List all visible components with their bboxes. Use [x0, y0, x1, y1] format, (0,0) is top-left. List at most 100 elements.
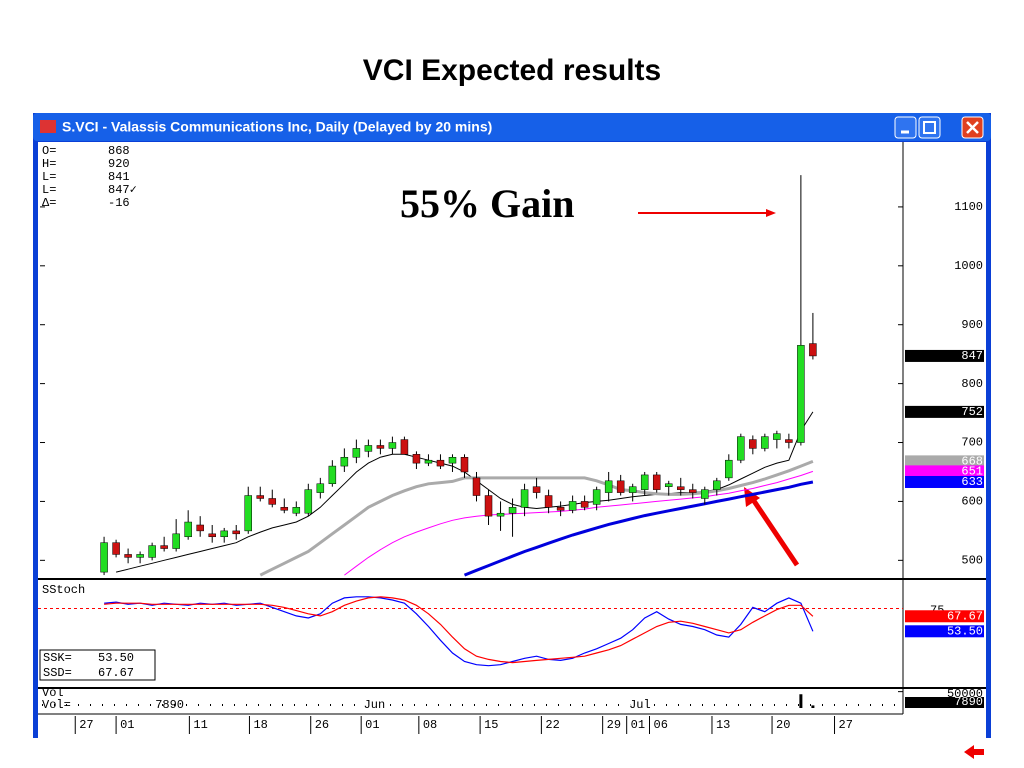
candle-body [424, 459, 433, 464]
candle-body [568, 501, 577, 511]
maximize-button[interactable] [918, 116, 941, 139]
candle-body [532, 486, 541, 493]
y-tick-label: 1100 [954, 200, 983, 214]
candle-body [124, 554, 132, 558]
x-tick-label: 01 [631, 718, 645, 732]
candle-body [160, 545, 168, 549]
candle-body [412, 454, 421, 464]
candle-body [448, 456, 457, 464]
annotation-arrowhead [766, 209, 776, 217]
x-tick-label: 22 [545, 718, 559, 732]
x-tick-label: 26 [315, 718, 329, 732]
window-title: S.VCI - Valassis Communications Inc, Dai… [62, 119, 492, 135]
value-tag-label: 67.67 [947, 609, 983, 623]
month-label: Jul [629, 698, 651, 712]
candle-body [544, 495, 553, 508]
value-tag [905, 625, 984, 638]
readout-value: 67.67 [98, 666, 134, 680]
y-tick-label: 1000 [954, 259, 983, 273]
y-tick-label: 500 [961, 554, 983, 568]
readout-value: 7890 [155, 698, 184, 712]
candle-body [773, 433, 781, 440]
x-tick-label: 01 [120, 718, 134, 732]
candle-body [136, 554, 144, 558]
stoch-readout-box [39, 649, 156, 681]
price-tag [905, 349, 984, 362]
x-tick-label: 13 [716, 718, 730, 732]
candle-body [388, 442, 397, 449]
x-tick-label: 27 [79, 718, 93, 732]
info-label: H= [42, 157, 56, 171]
annotation: 55% Gain [400, 181, 574, 226]
moving-average [463, 480, 814, 577]
candle-body [244, 495, 252, 532]
price-tag-label: 752 [961, 405, 983, 419]
app-icon [40, 120, 56, 133]
candle-body [484, 495, 493, 517]
candle-body [172, 533, 180, 549]
candle-body [340, 456, 349, 467]
candle-body [604, 480, 613, 493]
readout-name: SSK= [43, 651, 72, 665]
moving-average [344, 470, 814, 576]
candle-body [304, 489, 313, 514]
candle-body [232, 530, 240, 535]
price-tag-label: 668 [961, 455, 983, 469]
x-tick-label: 20 [776, 718, 790, 732]
x-tick-label: 01 [365, 718, 379, 732]
volume-bar [799, 694, 803, 708]
maximize-glyph [923, 121, 936, 134]
candle-body [580, 501, 589, 508]
candle-body [196, 524, 204, 532]
candle-body [616, 480, 625, 493]
candle-body [292, 507, 301, 514]
x-tick-label: 27 [839, 718, 853, 732]
minimize-button[interactable] [894, 116, 917, 139]
candle-body [556, 507, 565, 511]
candle-body [100, 542, 108, 573]
crossover-arrowhead [744, 487, 760, 507]
price-tag [905, 475, 984, 488]
back-arrow-icon[interactable] [964, 745, 984, 759]
candle-body [520, 489, 529, 508]
panel-title: SStoch [42, 583, 85, 597]
x-tick-label: 11 [193, 718, 207, 732]
candle-body [785, 439, 793, 443]
info-label: Δ= [42, 196, 56, 210]
value-tag-label: 53.50 [947, 624, 983, 638]
candle-body [640, 474, 649, 490]
candle-body [364, 445, 373, 452]
readout-value: 53.50 [98, 651, 134, 665]
candle-body [592, 489, 601, 505]
x-tick-label: 08 [423, 718, 437, 732]
candle-body [256, 495, 265, 499]
readout-name: Vol= [42, 698, 71, 712]
value-tag-label: 7890 [954, 695, 983, 709]
price-tag-label: 633 [961, 475, 983, 489]
candle-body [328, 465, 337, 485]
info-label: L= [42, 183, 56, 197]
price-tag [905, 455, 984, 468]
candle-body [713, 480, 721, 490]
candle-body [496, 512, 505, 517]
candle-body [652, 474, 661, 490]
stoch-line [104, 596, 814, 664]
candle-body [280, 507, 289, 511]
candle-body [797, 345, 805, 443]
candle-body [664, 483, 673, 487]
candle-body [316, 483, 325, 493]
y-tick-label: 600 [961, 495, 983, 509]
price-tag-label: 847 [961, 349, 983, 363]
info-value: 841 [108, 170, 130, 184]
price-tag [905, 405, 984, 418]
y-tick-label: 900 [961, 318, 983, 332]
candle-body [472, 477, 481, 496]
slide-title: VCI Expected results [363, 54, 661, 87]
month-label: Jun [364, 698, 386, 712]
x-tick-label: 15 [484, 718, 498, 732]
candle-body [676, 486, 685, 490]
candle-body [749, 439, 757, 449]
candle-body [689, 489, 697, 493]
